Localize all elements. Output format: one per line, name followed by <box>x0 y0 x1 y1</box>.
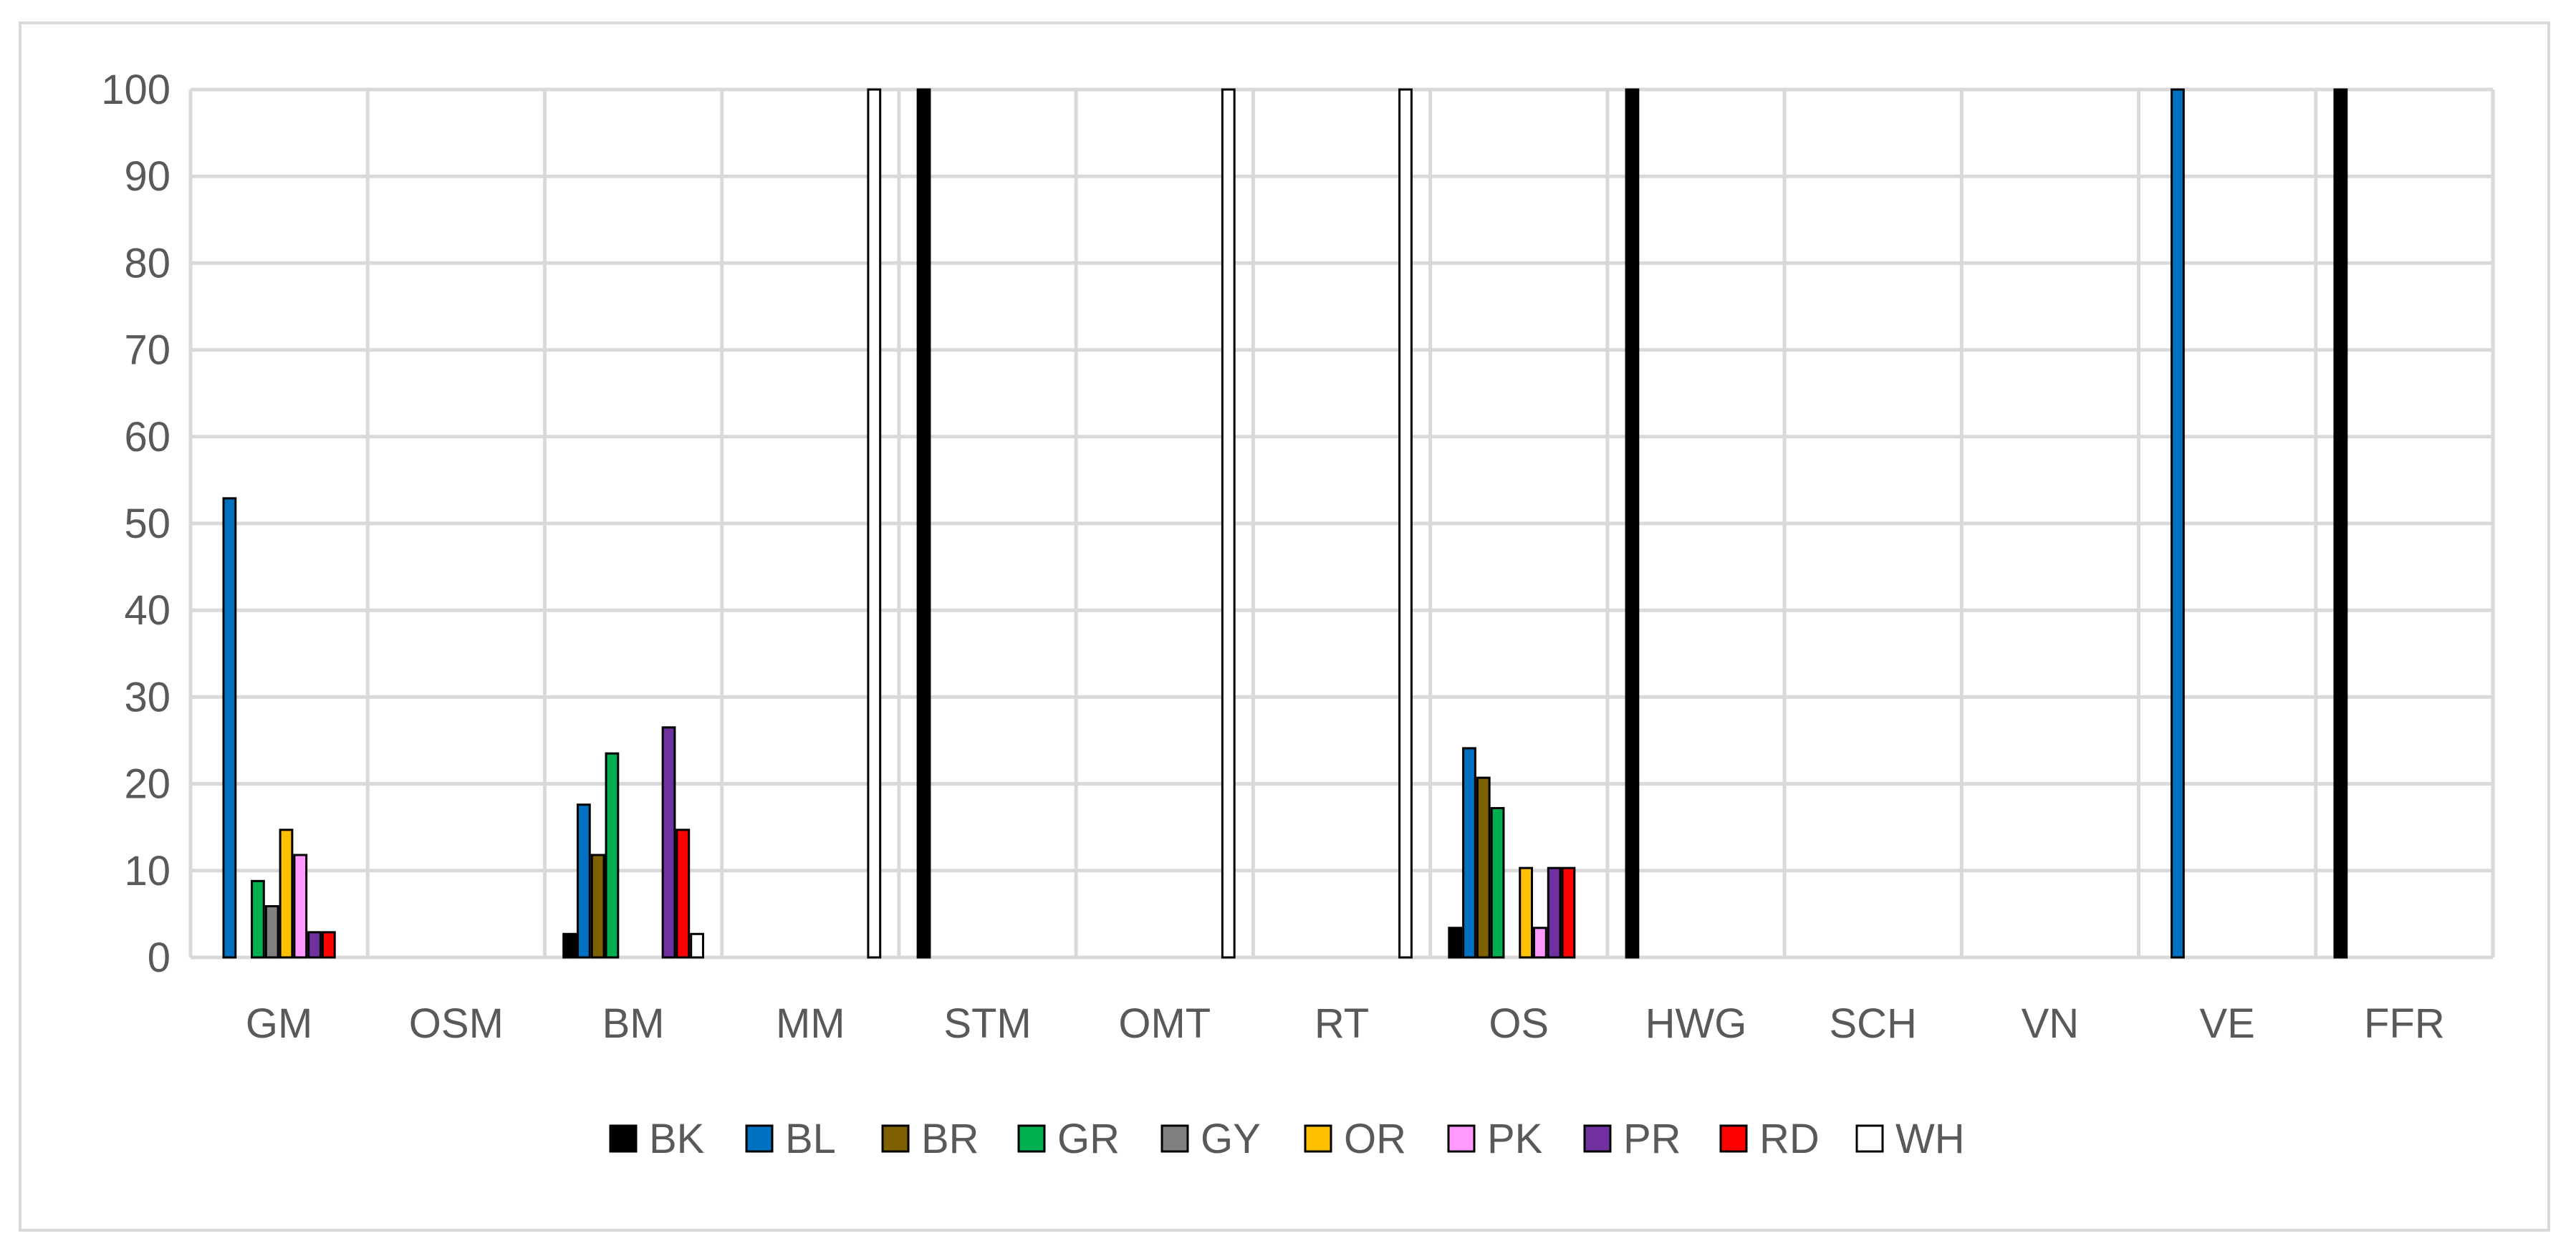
y-tick-label: 40 <box>124 587 170 634</box>
x-tick-label-stm: STM <box>943 1000 1031 1047</box>
bar-rd-os <box>1561 866 1576 959</box>
bar-wh-mm <box>867 88 882 959</box>
y-tick-label: 100 <box>101 67 170 113</box>
legend-label-wh: WH <box>1895 1116 1965 1162</box>
legend-label-br: BR <box>921 1116 979 1162</box>
legend-swatch-br <box>881 1124 910 1153</box>
legend-label-pr: PR <box>1623 1116 1681 1162</box>
bar-wh-omt <box>1221 88 1236 959</box>
legend-label-rd: RD <box>1759 1116 1820 1162</box>
x-tick-label-bm: BM <box>602 1000 665 1047</box>
bar-bk-os <box>1448 927 1463 959</box>
y-tick-label: 70 <box>124 327 170 374</box>
bar-bk-ffr <box>2333 88 2348 959</box>
bar-bk-hwg <box>1625 88 1640 959</box>
bar-br-os <box>1476 776 1491 959</box>
y-tick-label: 90 <box>124 153 170 200</box>
bar-gr-os <box>1490 807 1505 959</box>
legend-swatch-wh <box>1855 1124 1884 1153</box>
legend-swatch-bl <box>745 1124 774 1153</box>
y-tick-label: 0 <box>148 934 170 981</box>
bar-bl-ve <box>2171 88 2185 959</box>
x-tick-label-vn: VN <box>2022 1000 2080 1047</box>
x-tick-label-sch: SCH <box>1829 1000 1916 1047</box>
bar-bl-gm <box>222 497 237 959</box>
legend-swatch-gr <box>1017 1124 1046 1153</box>
bar-or-gm <box>279 829 294 959</box>
bar-series-group <box>222 88 2348 959</box>
y-tick-label: 50 <box>124 501 170 547</box>
legend-swatch-pk <box>1447 1124 1476 1153</box>
x-tick-label-hwg: HWG <box>1645 1000 1747 1047</box>
bar-chart: 0 10 20 30 40 50 60 70 80 90 100 GM OSM BM MM STM OMT RT… <box>101 67 2495 1162</box>
legend-swatch-gy <box>1160 1124 1189 1153</box>
bar-pr-gm <box>307 931 322 959</box>
bar-pk-os <box>1533 927 1547 959</box>
legend-swatch-rd <box>1719 1124 1748 1153</box>
legend-swatch-or <box>1304 1124 1332 1153</box>
y-tick-label: 80 <box>124 240 170 286</box>
bar-bl-bm <box>576 803 591 959</box>
bar-bk-stm <box>916 88 931 959</box>
legend-swatch-bk <box>609 1124 638 1153</box>
x-tick-label-rt: RT <box>1315 1000 1369 1047</box>
legend-label-or: OR <box>1344 1116 1406 1162</box>
x-tick-label-gm: GM <box>246 1000 312 1047</box>
bar-pk-gm <box>293 854 308 959</box>
y-axis-tick-labels: 0 10 20 30 40 50 60 70 80 90 100 <box>101 67 170 981</box>
bar-wh-bm <box>690 932 704 959</box>
x-tick-label-os: OS <box>1489 1000 1549 1047</box>
bar-gr-gm <box>251 879 265 959</box>
bar-wh-rt <box>1398 88 1413 959</box>
bar-rd-bm <box>676 829 691 959</box>
bar-pr-os <box>1547 866 1562 959</box>
x-tick-label-osm: OSM <box>409 1000 504 1047</box>
y-tick-label: 60 <box>124 414 170 460</box>
legend: BK BL BR GR GY OR PK PR RD WH <box>609 1116 1965 1162</box>
x-tick-label-ve: VE <box>2199 1000 2254 1047</box>
bar-or-os <box>1519 866 1534 959</box>
x-tick-label-mm: MM <box>776 1000 845 1047</box>
x-tick-label-omt: OMT <box>1118 1000 1211 1047</box>
legend-swatch-pr <box>1583 1124 1612 1153</box>
bar-pr-bm <box>661 726 676 959</box>
chart-frame: 0 10 20 30 40 50 60 70 80 90 100 GM OSM BM MM STM OMT RT… <box>19 21 2550 1232</box>
y-tick-label: 10 <box>124 848 170 894</box>
bar-bk-bm <box>562 932 577 959</box>
legend-label-pk: PK <box>1487 1116 1543 1162</box>
grid-lines <box>188 87 2495 960</box>
legend-label-gy: GY <box>1201 1116 1261 1162</box>
bar-gr-bm <box>605 752 620 959</box>
bar-br-bm <box>590 854 605 959</box>
bar-gy-gm <box>264 904 279 959</box>
y-tick-label: 30 <box>124 674 170 720</box>
legend-label-gr: GR <box>1057 1116 1120 1162</box>
legend-label-bk: BK <box>649 1116 705 1162</box>
legend-label-bl: BL <box>785 1116 836 1162</box>
bar-bl-os <box>1462 747 1476 959</box>
x-tick-label-ffr: FFR <box>2364 1000 2445 1047</box>
y-tick-label: 20 <box>124 761 170 808</box>
bar-rd-gm <box>321 931 336 959</box>
x-axis-tick-labels: GM OSM BM MM STM OMT RT OS HWG SCH VN VE FFR <box>246 1000 2445 1047</box>
